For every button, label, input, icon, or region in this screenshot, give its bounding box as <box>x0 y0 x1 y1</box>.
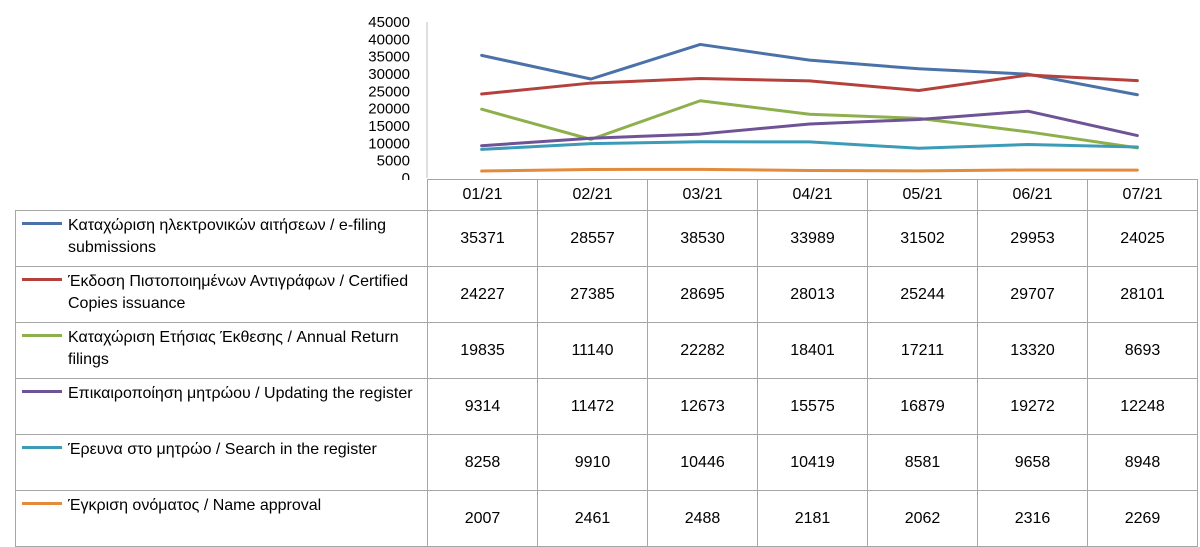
data-value: 8581 <box>867 434 978 491</box>
data-value: 2007 <box>427 490 538 547</box>
data-value: 12673 <box>647 378 758 435</box>
data-value: 18401 <box>757 322 868 379</box>
data-value: 28557 <box>537 210 648 267</box>
data-value: 9314 <box>427 378 538 435</box>
data-value: 17211 <box>867 322 978 379</box>
legend-entry: Έκδοση Πιστοποιημένων Αντιγράφων / Certi… <box>15 266 428 323</box>
data-value: 8948 <box>1087 434 1198 491</box>
data-value: 11140 <box>537 322 648 379</box>
data-value: 15575 <box>757 378 868 435</box>
y-tick-label: 45000 <box>368 14 410 31</box>
table-corner <box>15 179 428 211</box>
legend-key <box>22 390 62 393</box>
data-value: 2488 <box>647 490 758 547</box>
category-label: 01/21 <box>427 179 538 211</box>
data-value: 10419 <box>757 434 868 491</box>
y-tick-label: 20000 <box>368 101 410 118</box>
category-label: 04/21 <box>757 179 868 211</box>
table-row: Έρευνα στο μητρώο / Search in the regist… <box>15 434 1198 491</box>
data-value: 24227 <box>427 266 538 323</box>
y-tick-label: 0 <box>402 170 410 180</box>
series-line-4 <box>480 140 1139 151</box>
table-row: Επικαιροποίηση μητρώου / Updating the re… <box>15 378 1198 435</box>
y-tick-label: 5000 <box>377 153 410 170</box>
data-value: 28101 <box>1087 266 1198 323</box>
y-tick-label: 35000 <box>368 49 410 66</box>
data-value: 11472 <box>537 378 648 435</box>
category-label: 07/21 <box>1087 179 1198 211</box>
legend-key <box>22 446 62 449</box>
data-value: 9910 <box>537 434 648 491</box>
data-value: 8693 <box>1087 322 1198 379</box>
data-value: 12248 <box>1087 378 1198 435</box>
data-value: 29707 <box>977 266 1088 323</box>
legend-entry: Καταχώριση Ετήσιας Έκθεσης / Annual Retu… <box>15 322 428 379</box>
data-value: 22282 <box>647 322 758 379</box>
data-value: 2461 <box>537 490 648 547</box>
legend-entry: Καταχώριση ηλεκτρονικών αιτήσεων / e-fil… <box>15 210 428 267</box>
series-line-1 <box>480 73 1139 96</box>
data-value: 35371 <box>427 210 538 267</box>
y-tick-label: 30000 <box>368 66 410 83</box>
series-lines <box>480 42 1139 173</box>
data-table: 01/21 02/21 03/21 04/21 05/21 06/21 07/21 Κατα… <box>15 179 1198 547</box>
line-chart: 4500040000350003000025000200001500010000… <box>368 14 1139 180</box>
data-value: 2062 <box>867 490 978 547</box>
data-value: 28695 <box>647 266 758 323</box>
table-row: Έκδοση Πιστοποιημένων Αντιγράφων / Certi… <box>15 266 1198 323</box>
data-value: 13320 <box>977 322 1088 379</box>
y-tick-label: 40000 <box>368 31 410 48</box>
series-line-5 <box>480 167 1139 173</box>
y-tick-label: 10000 <box>368 135 410 152</box>
data-value: 31502 <box>867 210 978 267</box>
table-row: Καταχώριση ηλεκτρονικών αιτήσεων / e-fil… <box>15 210 1198 267</box>
series-name: Επικαιροποίηση μητρώου / Updating the re… <box>68 385 413 402</box>
legend-entry: Επικαιροποίηση μητρώου / Updating the re… <box>15 378 428 435</box>
data-value: 33989 <box>757 210 868 267</box>
data-value: 10446 <box>647 434 758 491</box>
y-axis: 4500040000350003000025000200001500010000… <box>368 14 410 180</box>
series-line-0 <box>480 42 1139 97</box>
table-row: Καταχώριση Ετήσιας Έκθεσης / Annual Retu… <box>15 322 1198 379</box>
data-value: 29953 <box>977 210 1088 267</box>
data-value: 19272 <box>977 378 1088 435</box>
data-value: 8258 <box>427 434 538 491</box>
category-label: 05/21 <box>867 179 978 211</box>
series-line-3 <box>480 109 1139 148</box>
data-value: 38530 <box>647 210 758 267</box>
table-header-row: 01/21 02/21 03/21 04/21 05/21 06/21 07/21 <box>15 179 1198 211</box>
data-value: 19835 <box>427 322 538 379</box>
legend-key <box>22 222 62 225</box>
series-name: Καταχώριση ηλεκτρονικών αιτήσεων / e-fil… <box>68 217 387 256</box>
data-value: 2269 <box>1087 490 1198 547</box>
category-label: 06/21 <box>977 179 1088 211</box>
series-name: Έκδοση Πιστοποιημένων Αντιγράφων / Certi… <box>68 273 409 312</box>
data-value: 16879 <box>867 378 978 435</box>
data-value: 24025 <box>1087 210 1198 267</box>
table-row: Έγκριση ονόματος / Name approval 2007 2461… <box>15 490 1198 547</box>
data-value: 2181 <box>757 490 868 547</box>
category-label: 03/21 <box>647 179 758 211</box>
category-label: 02/21 <box>537 179 648 211</box>
data-value: 28013 <box>757 266 868 323</box>
y-tick-label: 25000 <box>368 83 410 100</box>
legend-key <box>22 278 62 281</box>
series-name: Καταχώριση Ετήσιας Έκθεσης / Annual Retu… <box>68 329 399 368</box>
series-name: Έρευνα στο μητρώο / Search in the regist… <box>68 441 377 458</box>
legend-key <box>22 502 62 505</box>
legend-entry: Έγκριση ονόματος / Name approval <box>15 490 428 547</box>
legend-entry: Έρευνα στο μητρώο / Search in the regist… <box>15 434 428 491</box>
series-name: Έγκριση ονόματος / Name approval <box>68 497 322 514</box>
y-tick-label: 15000 <box>368 118 410 135</box>
data-value: 9658 <box>977 434 1088 491</box>
data-value: 25244 <box>867 266 978 323</box>
data-value: 27385 <box>537 266 648 323</box>
legend-key <box>22 334 62 337</box>
data-value: 2316 <box>977 490 1088 547</box>
